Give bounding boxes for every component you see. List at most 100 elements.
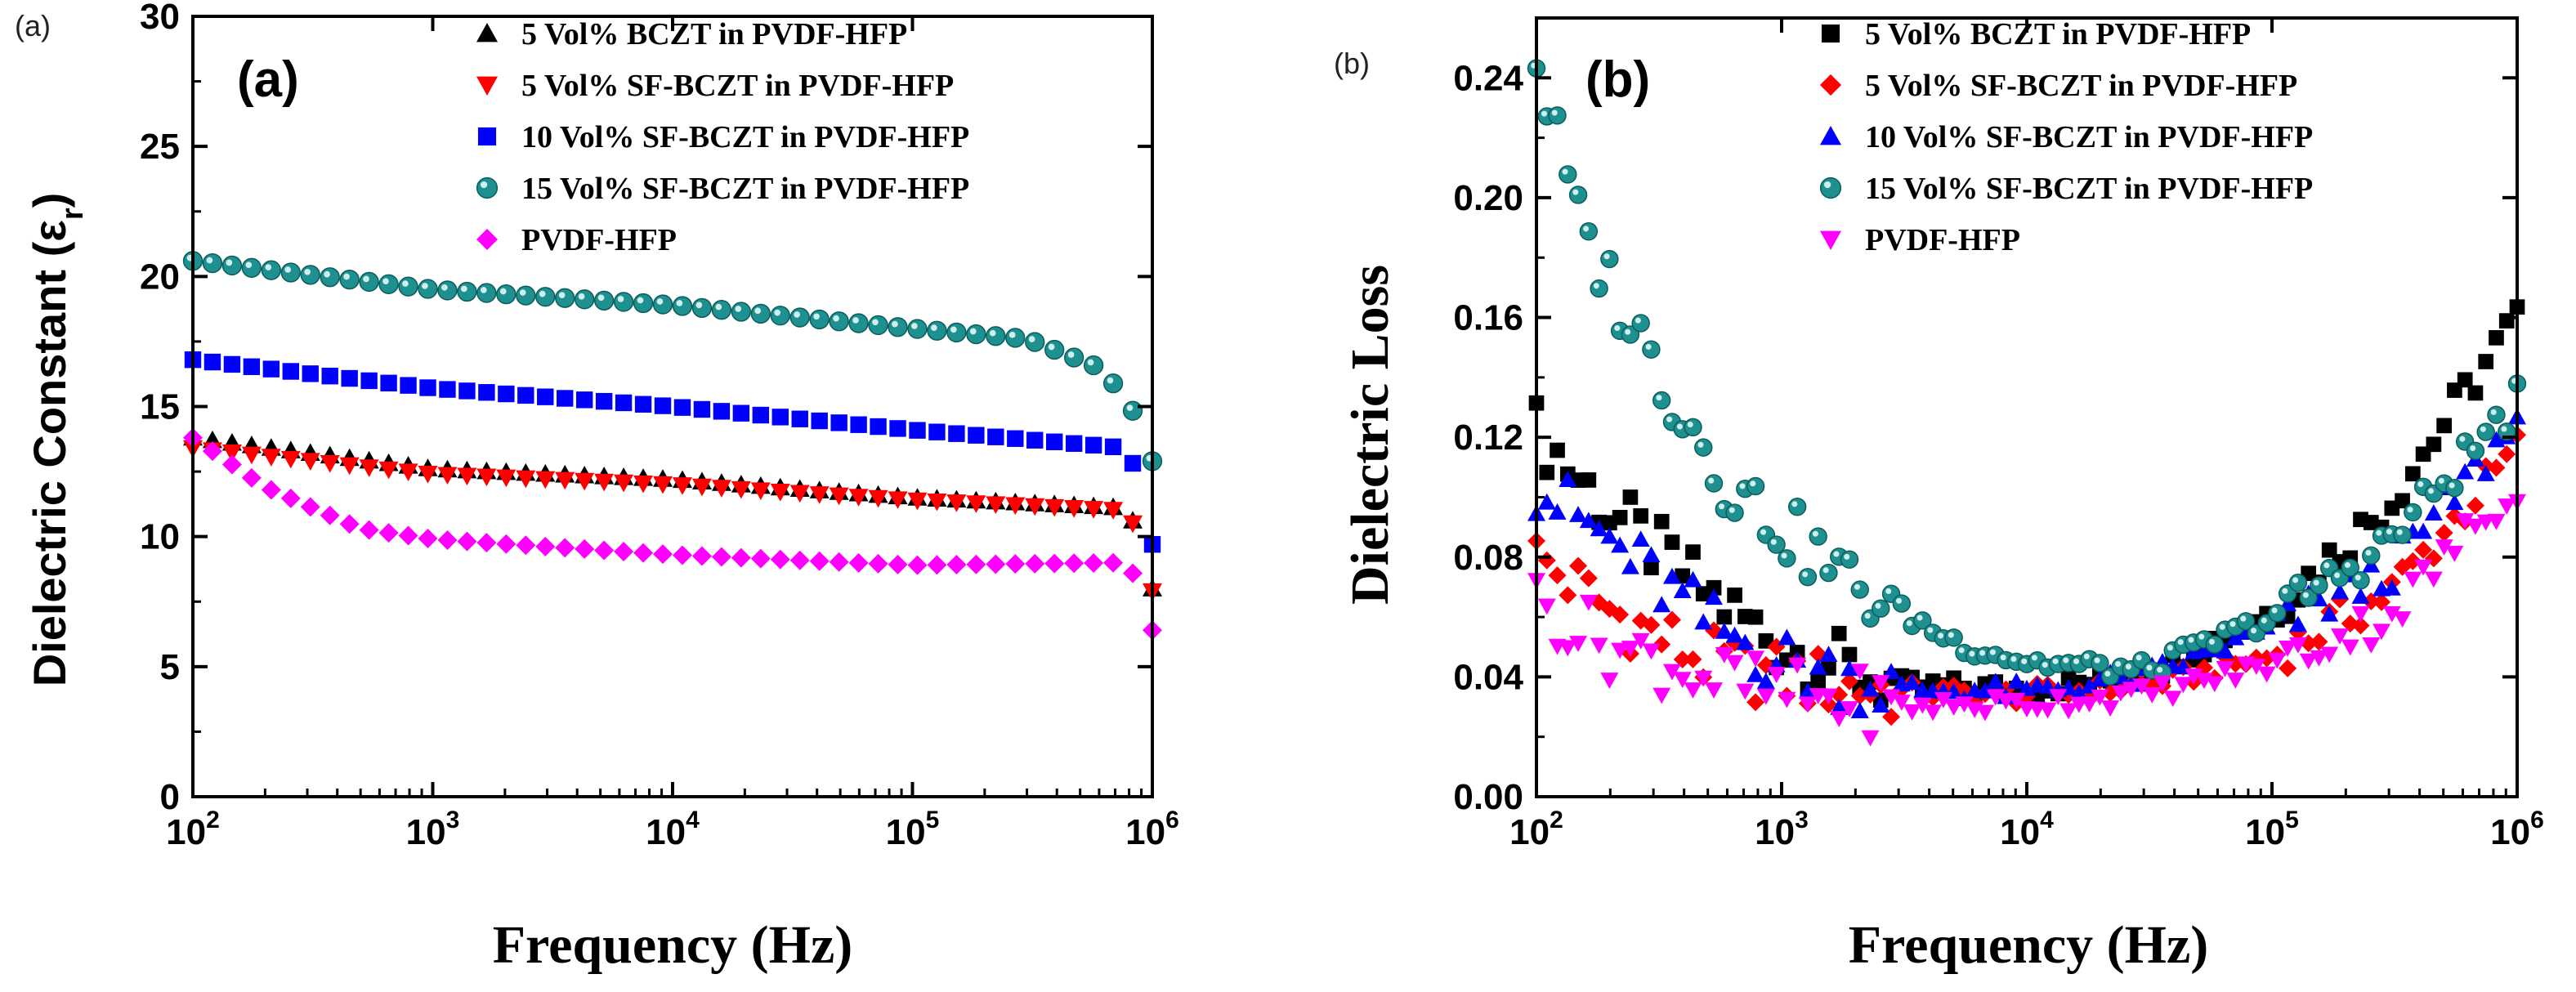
data-point	[1819, 688, 1838, 705]
data-point	[633, 475, 654, 494]
data-point	[2424, 504, 2443, 521]
data-point	[2310, 650, 2328, 667]
x-tick-base: 10	[646, 812, 686, 852]
data-point-highlight	[480, 287, 487, 293]
data-point	[1559, 640, 1577, 657]
corner-label-a: (a)	[15, 9, 51, 42]
data-point-highlight	[969, 328, 977, 335]
data-point	[850, 416, 867, 433]
data-point-highlight	[735, 306, 742, 312]
data-point	[1124, 454, 1142, 472]
data-point	[1123, 563, 1143, 583]
data-point-highlight	[1048, 343, 1055, 351]
data-point	[927, 555, 947, 575]
data-point	[1705, 682, 1724, 699]
legend-item: 10 Vol% SF-BCZT in PVDF-HFP	[477, 120, 969, 154]
data-point	[2351, 588, 2370, 604]
data-point	[1652, 596, 1671, 613]
legend-marker	[1820, 230, 1841, 250]
data-point	[1841, 646, 1858, 663]
data-point	[1944, 628, 1963, 647]
data-point	[280, 450, 301, 469]
data-point-highlight	[1822, 567, 1829, 574]
data-point	[2330, 583, 2349, 600]
data-point	[2466, 441, 2485, 460]
data-point	[966, 324, 986, 345]
data-point	[1642, 643, 1661, 660]
data-point-highlight	[402, 280, 409, 287]
data-point-highlight	[1729, 507, 1735, 513]
data-point	[1102, 373, 1124, 394]
data-point	[1537, 493, 1556, 510]
x-tick-base: 10	[2245, 812, 2285, 852]
data-point-highlight	[1969, 650, 1975, 657]
data-point	[555, 538, 575, 558]
data-point-highlight	[1770, 538, 1777, 545]
legend-marker	[476, 23, 498, 42]
data-point	[1882, 689, 1901, 706]
data-point-highlight	[2459, 436, 2466, 442]
data-point	[986, 326, 1006, 346]
data-point-highlight	[1572, 189, 1579, 195]
data-point	[2395, 493, 2410, 509]
legend-marker	[477, 127, 497, 146]
data-point	[517, 387, 534, 404]
data-point	[1064, 499, 1085, 518]
data-point	[1044, 498, 1065, 517]
data-point-highlight	[1614, 325, 1621, 332]
data-point	[282, 363, 299, 380]
data-point	[2362, 637, 2381, 654]
data-point-highlight	[1625, 328, 1631, 335]
y-axis-label-a-main: Dielectric Constant (ε	[24, 220, 75, 686]
data-point	[1005, 328, 1026, 348]
data-point	[1662, 664, 1681, 681]
y-tick-label: 5	[160, 647, 180, 687]
data-point	[1850, 580, 1869, 599]
y-tick-label: 0.16	[1453, 298, 1523, 338]
data-point-highlight	[2073, 658, 2080, 664]
data-point	[2382, 579, 2401, 596]
data-point	[731, 302, 752, 322]
data-point	[1685, 544, 1701, 560]
legend-item: 5 Vol% SF-BCZT in PVDF-HFP	[1820, 69, 2297, 103]
data-point	[2310, 576, 2328, 595]
data-point	[1064, 347, 1085, 368]
legend-marker	[1819, 177, 1842, 199]
data-point	[457, 467, 477, 486]
data-point	[2426, 436, 2442, 453]
data-point	[1537, 598, 1556, 615]
data-point	[575, 538, 595, 559]
data-point-highlight	[676, 300, 683, 306]
data-point	[907, 319, 928, 339]
data-point-highlight	[2292, 577, 2299, 583]
data-point-highlight	[206, 257, 213, 264]
data-point	[1778, 549, 1796, 568]
data-point-highlight	[2208, 638, 2216, 645]
data-point	[594, 473, 615, 492]
data-point	[1025, 498, 1045, 516]
data-point	[909, 422, 926, 439]
legend-label: 5 Vol% SF-BCZT in PVDF-HFP	[1865, 69, 2297, 103]
data-point	[1652, 687, 1671, 704]
series-3	[184, 351, 1161, 553]
data-point-highlight	[1551, 109, 1558, 116]
data-point	[378, 523, 399, 543]
data-point	[400, 377, 417, 394]
data-point-highlight	[460, 285, 467, 293]
data-point	[2487, 513, 2506, 530]
data-point	[1559, 586, 1577, 605]
data-point	[1809, 658, 1827, 675]
data-point	[262, 360, 280, 378]
data-point	[2393, 611, 2412, 628]
data-point	[946, 555, 967, 575]
data-point	[1579, 222, 1599, 241]
data-point	[2382, 605, 2401, 623]
data-point	[359, 271, 379, 293]
data-point	[1892, 695, 1911, 711]
data-point-highlight	[1916, 614, 1923, 621]
data-point	[1621, 641, 1639, 657]
data-point	[1746, 650, 1765, 668]
data-point	[555, 288, 575, 308]
data-point	[1872, 696, 1890, 713]
data-point	[437, 467, 458, 485]
